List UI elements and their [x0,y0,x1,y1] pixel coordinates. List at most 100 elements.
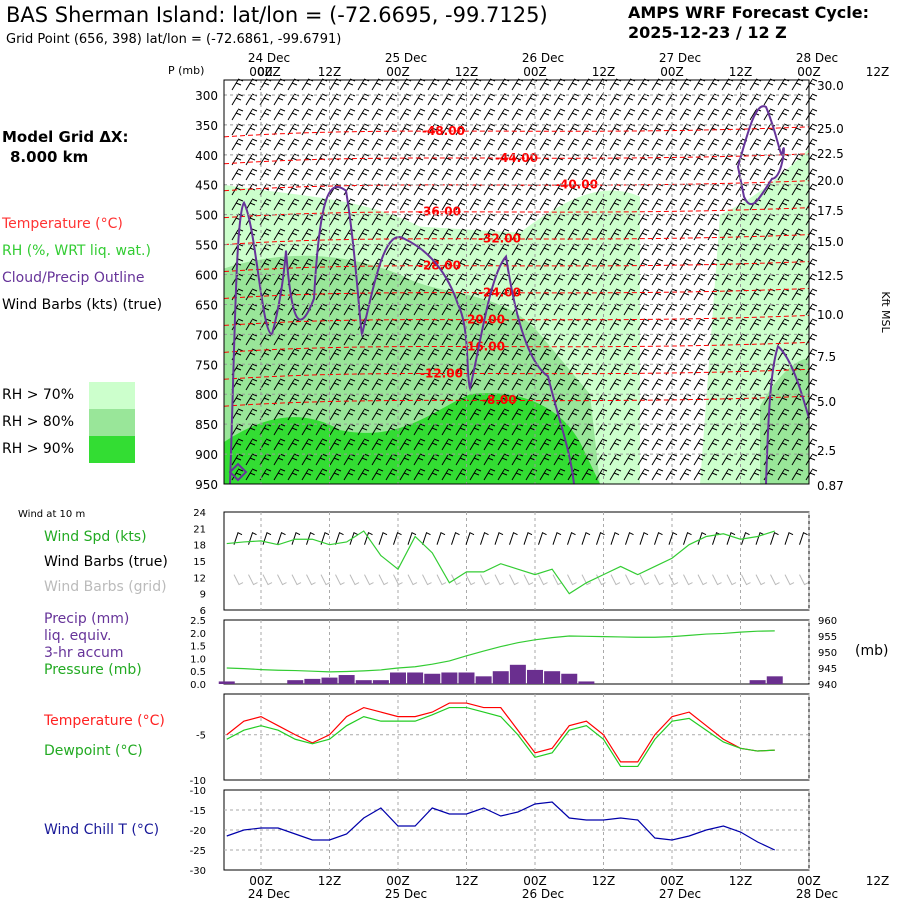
wind-barb [231,123,244,136]
wind-barb [553,198,566,211]
model-grid-info: Model Grid ΔX: 8.000 km [2,127,129,167]
wind-barb [651,438,664,451]
wind-barb [469,408,482,421]
wind-barb [707,138,720,151]
wind-barb [483,168,496,181]
wind-barb-true [639,531,649,545]
wind-barb [693,108,706,121]
wind-barb [301,168,314,181]
wind-barb [791,288,804,301]
wind-barb [567,138,580,151]
wind-barb [315,318,328,331]
wind-barb [749,303,762,316]
wind-barb [567,93,580,106]
wind-barb [329,333,342,346]
wind-barb [553,138,566,151]
wind-barb [343,168,356,181]
wind-barb [721,348,734,361]
wind-barb [371,423,384,436]
wind-barb [273,468,286,481]
wind-barb [273,378,286,391]
legend-rh90: RH > 90% [2,441,75,457]
top-hour-label: 00Z [386,65,410,79]
wind-barb [287,348,300,361]
legend-wind-barbs: Wind Barbs (kts) (true) [2,297,163,313]
wind-barb [413,378,426,391]
wind-barb [553,288,566,301]
wind-barb [749,168,762,181]
wind-barb-grid [364,574,374,586]
wind-barb [553,348,566,361]
wind-barb [679,438,692,451]
wind-barb [287,198,300,211]
top-hour-label: 12Z [455,65,479,79]
wind-barb [357,378,370,391]
temperature-contour [223,207,810,219]
precip-bar [441,672,458,684]
wind-barb [721,198,734,211]
wind-barb [791,408,804,421]
wind-barb [749,408,762,421]
wind-barb [609,288,622,301]
legend-rh: RH (%, WRT liq. wat.) [2,243,151,259]
precip-bar [390,672,406,684]
wind-barb [707,408,720,421]
wind-barb [567,378,580,391]
wind-barb [777,258,790,271]
wind-barb-grid [262,574,273,586]
wind-barb-grid [436,574,447,586]
wind-barb-true [581,531,591,545]
wind-barb [581,423,594,436]
kft-tick-label: 25.0 [817,122,844,136]
wind-barb [637,468,650,481]
wind-barb [315,168,328,181]
wind-barb [721,468,734,481]
wind-barb [679,468,692,481]
wind-barb [497,408,510,421]
wind-barb [679,288,692,301]
wind-barb-true [654,531,663,545]
wind-barb [553,258,566,271]
wind-barb [595,288,608,301]
wind-barb [693,168,706,181]
wind-barb [329,468,342,481]
wind-barb [721,228,734,241]
wind-barb [399,408,412,421]
bottom-date-label: 25 Dec [385,887,427,900]
kft-tick-label: 10.0 [817,308,844,322]
wind-barb [707,348,720,361]
wind-barb [399,138,412,151]
wind-barb [273,93,286,106]
wind-barb [609,93,622,106]
wind-barb [567,168,580,181]
wind-barb [399,168,412,181]
temp-panel-frame [223,693,810,781]
wind-barb [483,408,496,421]
wind-barb [749,138,762,151]
wind-barb [539,438,552,451]
wind-barb [315,108,328,121]
wind-barb [413,303,426,316]
wind-barb [413,453,426,466]
wind-barb-true [480,531,489,545]
wind-barb [651,408,664,421]
wind-barb [245,393,258,406]
wind-barb [371,198,384,211]
wind-barb [357,228,370,241]
wind-barb [329,348,342,361]
bottom-date-label: 24 Dec [248,887,290,900]
wind-barb [329,363,342,376]
wind-barb [693,318,706,331]
wind-barb [791,303,804,316]
rh90-swatch [89,436,135,463]
temperature-contour [223,261,810,273]
wind-barb [315,468,328,481]
wind-barb [749,438,762,451]
wind-barb [665,408,678,421]
wind-barb [539,258,552,271]
wind-barb [231,438,244,451]
wind-barb-true [552,531,562,545]
wind-barb [441,198,454,211]
wind-barb [539,363,552,376]
wind-barb [595,258,608,271]
